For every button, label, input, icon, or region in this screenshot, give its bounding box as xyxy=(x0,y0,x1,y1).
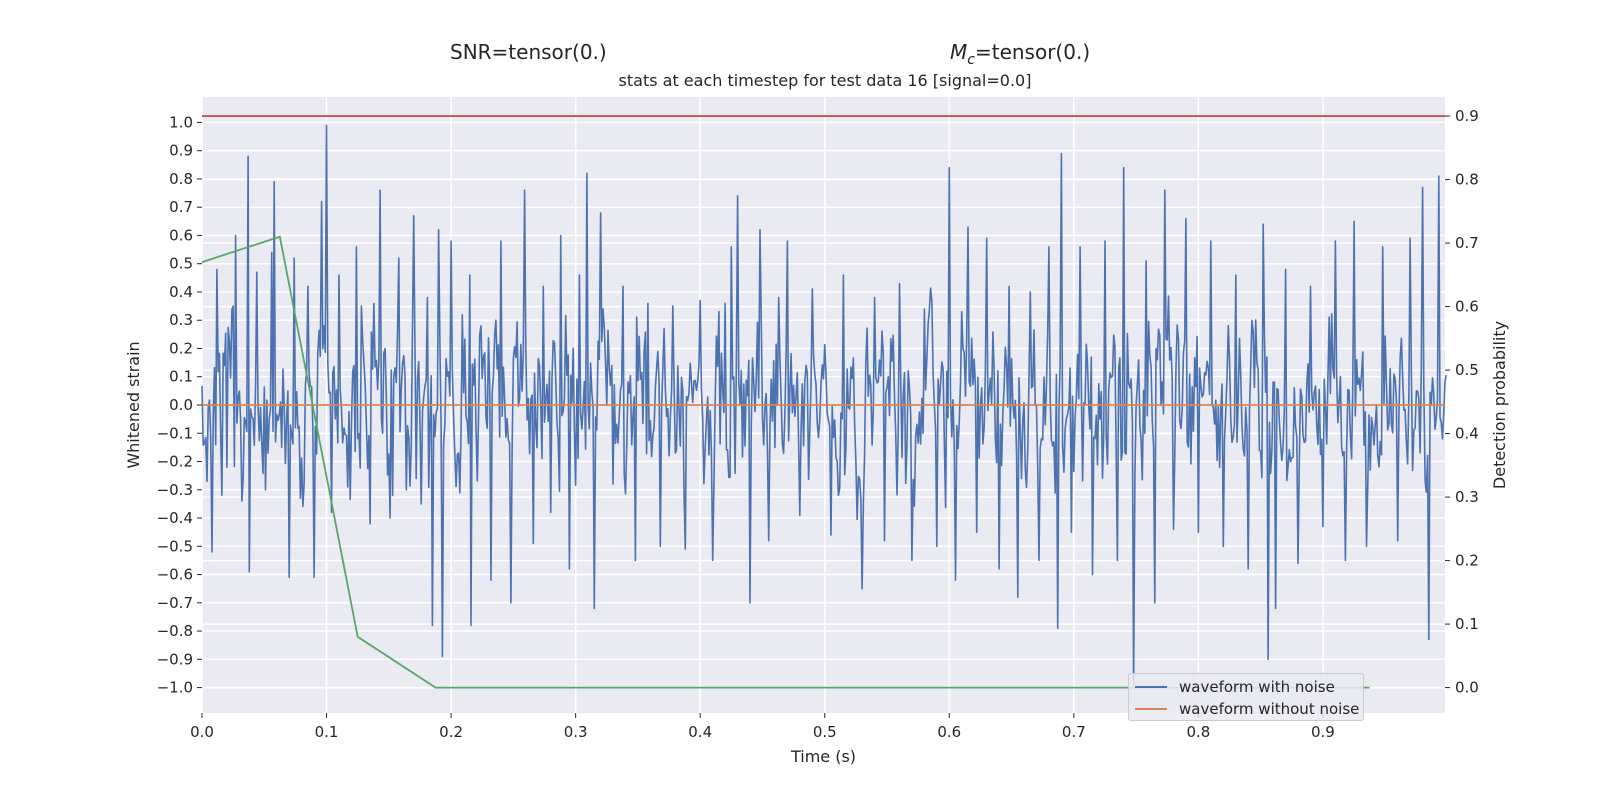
tick-layer: 0.0 0.1 0.2 0.3 0.4 0.5 0.6 0.7 0.8 0.9 1.0 0.9 0.8 0… xyxy=(157,107,1479,741)
x-tick-label: 0.3 xyxy=(564,723,588,741)
y-tick-label-left: 1.0 xyxy=(169,113,193,131)
x-tick-label: 0.8 xyxy=(1186,723,1210,741)
legend-label-clean: waveform without noise xyxy=(1179,700,1360,718)
y-tick-label-left: −0.4 xyxy=(157,509,193,527)
y-tick-label-right: 0.1 xyxy=(1455,615,1479,633)
y-tick-label-right: 0.2 xyxy=(1455,552,1479,570)
y-axis-label-left: Whitened strain xyxy=(124,341,143,468)
y-tick-label-right: 0.3 xyxy=(1455,488,1479,506)
series-layer xyxy=(201,115,1447,689)
x-tick-label: 0.0 xyxy=(190,723,214,741)
y-tick-label-right: 0.8 xyxy=(1455,171,1479,189)
legend-swatch-noise xyxy=(1135,686,1167,688)
y-tick-label-left: −0.3 xyxy=(157,481,193,499)
x-tick-label: 0.1 xyxy=(315,723,339,741)
series-waveform-with-noise xyxy=(201,124,1447,686)
y-tick-label-left: −0.9 xyxy=(157,650,193,668)
y-tick-label-left: −0.7 xyxy=(157,594,193,612)
y-tick-label-right: 0.9 xyxy=(1455,107,1479,125)
y-tick-label-left: −0.6 xyxy=(157,566,193,584)
legend-entry-clean: waveform without noise xyxy=(1135,699,1359,719)
y-tick-label-left: 0.8 xyxy=(169,170,193,188)
legend-label-noise: waveform with noise xyxy=(1179,678,1335,696)
y-tick-label-left: 0.2 xyxy=(169,339,193,357)
y-axis-label-right: Detection probability xyxy=(1490,321,1509,489)
legend-entry-noise: waveform with noise xyxy=(1135,677,1335,697)
mc-subscript: c xyxy=(967,52,975,68)
series-detection-probability xyxy=(201,235,1370,689)
y-tick-label-right: 0.6 xyxy=(1455,298,1479,316)
x-tick-label: 0.5 xyxy=(813,723,837,741)
chart-legend: waveform with noise waveform without noi… xyxy=(1128,673,1364,721)
y-tick-label-left: −0.8 xyxy=(157,622,193,640)
y-tick-label-left: 0.1 xyxy=(169,368,193,386)
x-axis-label: Time (s) xyxy=(790,747,856,766)
x-tick-label: 0.4 xyxy=(688,723,712,741)
y-tick-label-left: 0.4 xyxy=(169,283,193,301)
x-tick-label: 0.9 xyxy=(1311,723,1335,741)
y-tick-label-right: 0.4 xyxy=(1455,425,1479,443)
x-tick-label: 0.6 xyxy=(937,723,961,741)
snr-title: SNR=tensor(0.) xyxy=(450,40,607,64)
plot-title: stats at each timestep for test data 16 … xyxy=(618,71,1032,90)
x-tick-label: 0.7 xyxy=(1062,723,1086,741)
y-tick-label-left: −0.5 xyxy=(157,537,193,555)
y-tick-label-left: 0.5 xyxy=(169,255,193,273)
x-tick-label: 0.2 xyxy=(439,723,463,741)
y-tick-label-right: 0.5 xyxy=(1455,361,1479,379)
y-tick-label-left: −1.0 xyxy=(157,679,193,697)
y-tick-label-left: 0.7 xyxy=(169,198,193,216)
y-tick-label-left: −0.2 xyxy=(157,453,193,471)
mc-symbol: M xyxy=(950,40,968,64)
mc-title: Mc=tensor(0.) xyxy=(950,40,1090,68)
y-tick-label-left: 0.9 xyxy=(169,142,193,160)
y-tick-label-left: 0.0 xyxy=(169,396,193,414)
mc-value: =tensor(0.) xyxy=(974,40,1091,64)
y-tick-label-left: 0.6 xyxy=(169,226,193,244)
legend-swatch-clean xyxy=(1135,708,1167,710)
y-tick-label-right: 0.7 xyxy=(1455,234,1479,252)
y-tick-label-left: 0.3 xyxy=(169,311,193,329)
y-tick-label-right: 0.0 xyxy=(1455,679,1479,697)
y-tick-label-left: −0.1 xyxy=(157,424,193,442)
